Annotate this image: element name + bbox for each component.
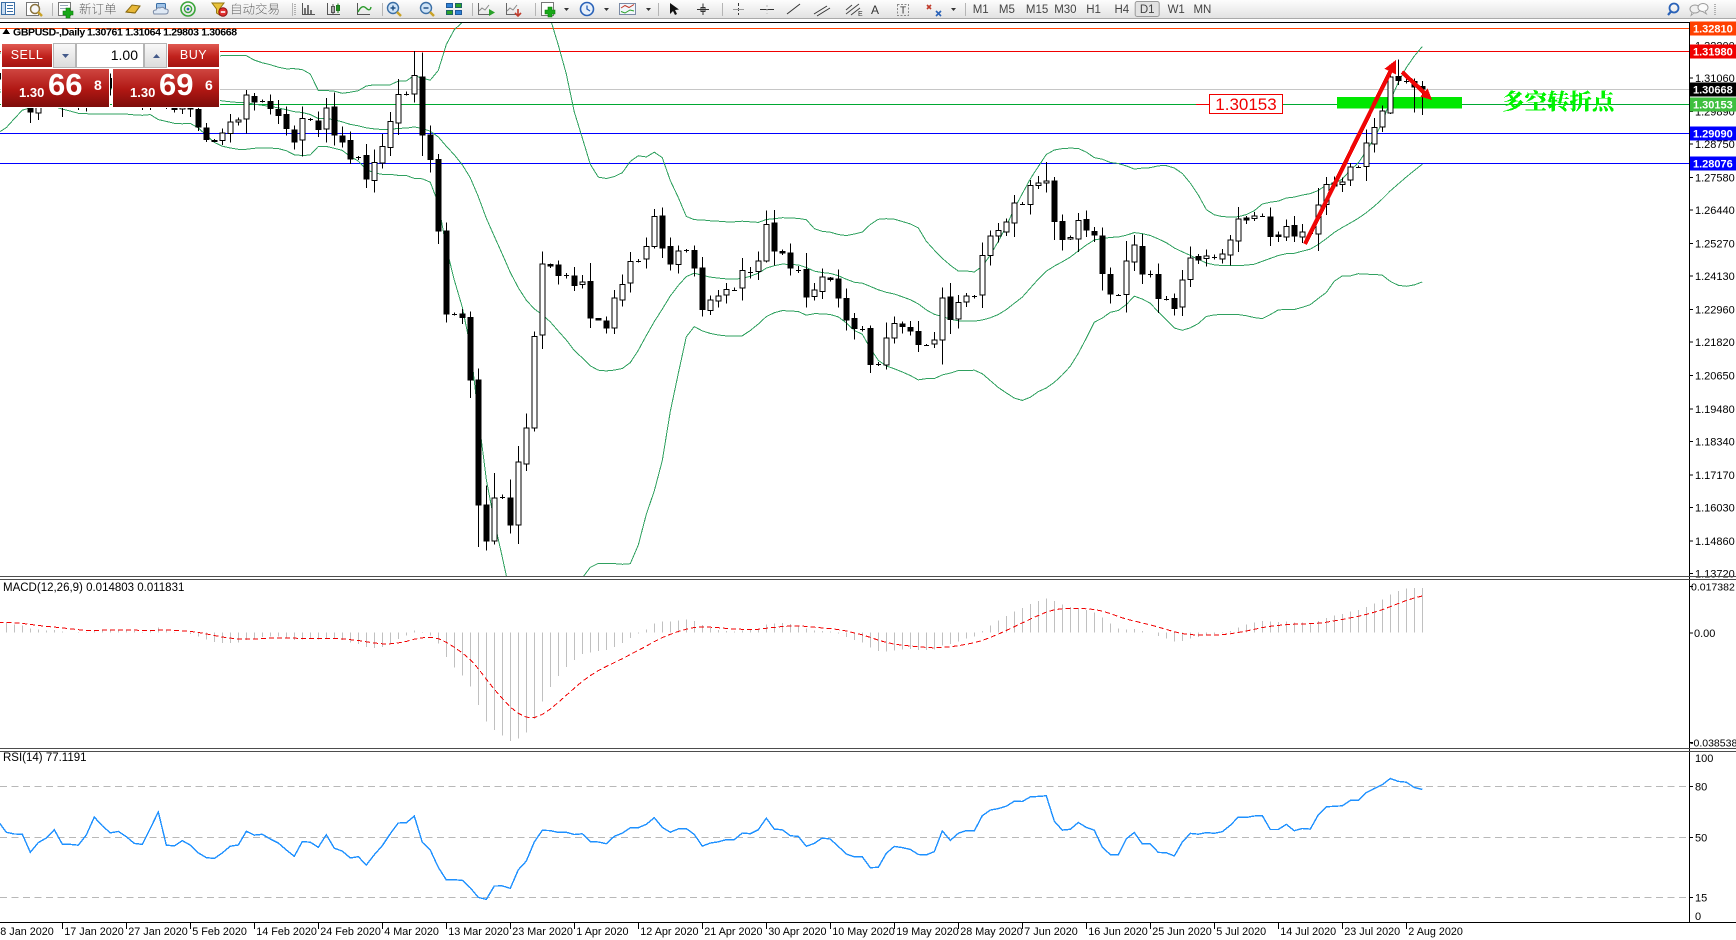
svg-text:1.29090: 1.29090 xyxy=(1693,129,1733,141)
svg-text:23 Jul 2020: 23 Jul 2020 xyxy=(1344,926,1400,938)
svg-text:23 Mar 2020: 23 Mar 2020 xyxy=(512,926,573,938)
svg-text:MN: MN xyxy=(1193,4,1211,16)
svg-text:1.19480: 1.19480 xyxy=(1695,404,1735,416)
svg-text:0: 0 xyxy=(1695,911,1701,923)
svg-text:25 Jun 2020: 25 Jun 2020 xyxy=(1152,926,1211,938)
svg-text:1.21820: 1.21820 xyxy=(1695,337,1735,349)
svg-text:A: A xyxy=(871,3,879,17)
svg-text:1.30153: 1.30153 xyxy=(1693,100,1733,112)
svg-text:-0.038538: -0.038538 xyxy=(1690,738,1736,750)
svg-text:80: 80 xyxy=(1695,782,1707,794)
svg-text:T: T xyxy=(900,6,906,17)
svg-text:1.30153: 1.30153 xyxy=(1215,95,1276,114)
svg-text:24 Feb 2020: 24 Feb 2020 xyxy=(320,926,381,938)
svg-text:M5: M5 xyxy=(999,4,1015,16)
svg-text:1.30761 1.31064 1.29803 1.3066: 1.30761 1.31064 1.29803 1.30668 xyxy=(87,27,237,39)
svg-text:0.017382: 0.017382 xyxy=(1691,582,1735,594)
svg-text:H4: H4 xyxy=(1114,4,1129,16)
svg-text:16 Jun 2020: 16 Jun 2020 xyxy=(1088,926,1147,938)
svg-text:14 Feb 2020: 14 Feb 2020 xyxy=(256,926,317,938)
svg-text:50: 50 xyxy=(1695,833,1707,845)
svg-text:1.20650: 1.20650 xyxy=(1695,371,1735,383)
svg-text:30 Apr 2020: 30 Apr 2020 xyxy=(768,926,826,938)
svg-text:1.28076: 1.28076 xyxy=(1693,159,1733,171)
svg-text:1.16030: 1.16030 xyxy=(1695,503,1735,515)
svg-text:M30: M30 xyxy=(1054,4,1076,16)
svg-text:21 Apr 2020: 21 Apr 2020 xyxy=(704,926,762,938)
svg-text:1.17170: 1.17170 xyxy=(1695,470,1735,482)
svg-text:19 May 2020: 19 May 2020 xyxy=(896,926,958,938)
svg-text:1.18340: 1.18340 xyxy=(1695,437,1735,449)
svg-text:12 Apr 2020: 12 Apr 2020 xyxy=(640,926,698,938)
svg-text:10 May 2020: 10 May 2020 xyxy=(832,926,894,938)
svg-text:27 Jan 2020: 27 Jan 2020 xyxy=(128,926,187,938)
svg-text:17 Jan 2020: 17 Jan 2020 xyxy=(64,926,123,938)
svg-text:28 May 2020: 28 May 2020 xyxy=(960,926,1022,938)
svg-text:14 Jul 2020: 14 Jul 2020 xyxy=(1280,926,1336,938)
svg-text:1.27580: 1.27580 xyxy=(1695,173,1735,185)
svg-text:1.32810: 1.32810 xyxy=(1693,24,1733,36)
svg-text:8 Jan 2020: 8 Jan 2020 xyxy=(0,926,53,938)
svg-text:1.14860: 1.14860 xyxy=(1695,536,1735,548)
svg-text:E: E xyxy=(858,11,863,18)
svg-text:4 Mar 2020: 4 Mar 2020 xyxy=(384,926,439,938)
svg-text:1.22960: 1.22960 xyxy=(1695,305,1735,317)
svg-text:1.31060: 1.31060 xyxy=(1695,73,1735,85)
svg-text:15: 15 xyxy=(1695,893,1707,905)
svg-text:RSI(14) 77.1191: RSI(14) 77.1191 xyxy=(3,752,87,764)
svg-text:H1: H1 xyxy=(1086,4,1101,16)
svg-text:1.24130: 1.24130 xyxy=(1695,271,1735,283)
svg-text:1.31980: 1.31980 xyxy=(1693,47,1733,59)
svg-text:7 Jun 2020: 7 Jun 2020 xyxy=(1024,926,1077,938)
svg-text:M15: M15 xyxy=(1026,4,1048,16)
svg-text:MACD(12,26,9) 0.014803 0.01183: MACD(12,26,9) 0.014803 0.011831 xyxy=(3,582,184,594)
svg-text:5 Jul 2020: 5 Jul 2020 xyxy=(1216,926,1266,938)
svg-text:1 Apr 2020: 1 Apr 2020 xyxy=(576,926,628,938)
svg-text:1.26440: 1.26440 xyxy=(1695,205,1735,217)
svg-text:100: 100 xyxy=(1695,753,1713,765)
svg-text:M1: M1 xyxy=(973,4,989,16)
svg-text:13 Mar 2020: 13 Mar 2020 xyxy=(448,926,509,938)
svg-text:W1: W1 xyxy=(1168,4,1185,16)
svg-text:1.25270: 1.25270 xyxy=(1695,239,1735,251)
svg-text:1.28750: 1.28750 xyxy=(1695,139,1735,151)
svg-text:5 Feb 2020: 5 Feb 2020 xyxy=(192,926,247,938)
svg-text:D1: D1 xyxy=(1140,4,1155,16)
svg-text:1.30668: 1.30668 xyxy=(1693,85,1733,97)
svg-text:1.13720: 1.13720 xyxy=(1695,569,1735,581)
svg-text:0.00: 0.00 xyxy=(1694,628,1715,640)
svg-text:GBPUSD-,Daily: GBPUSD-,Daily xyxy=(13,27,85,39)
svg-text:2 Aug 2020: 2 Aug 2020 xyxy=(1408,926,1463,938)
